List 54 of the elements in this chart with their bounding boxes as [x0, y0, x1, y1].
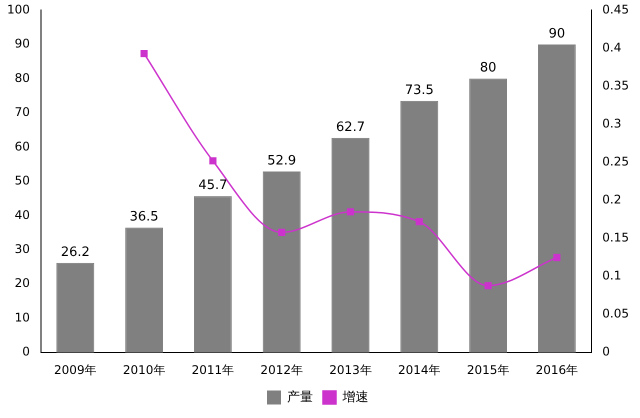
- x-tick-label: 2010年: [122, 362, 166, 377]
- y-tick-label: 30: [14, 242, 30, 256]
- data-label: 52.9: [267, 153, 296, 168]
- data-label: 90: [548, 26, 566, 42]
- y-tick-label: 70: [14, 105, 30, 120]
- legend-label: 产量: [287, 390, 313, 405]
- x-tick-label: 2014年: [398, 362, 441, 377]
- data-label: 26.2: [60, 244, 90, 260]
- bar: [469, 78, 508, 353]
- y-tick-label: 50: [14, 174, 30, 188]
- point: [346, 208, 354, 216]
- x-tick-label: 2015年: [466, 362, 510, 377]
- y-tick-label: 90: [14, 36, 30, 51]
- bar: [400, 100, 438, 353]
- y-tick-label: 40: [14, 208, 30, 222]
- bar: [125, 228, 164, 353]
- y2-tick-label: 0.1: [602, 268, 622, 283]
- x-tick-label: 2013年: [329, 362, 372, 377]
- y2-tick-label: 0.35: [602, 78, 629, 92]
- data-label: 36.5: [130, 210, 159, 224]
- y-tick-label: 60: [14, 139, 30, 154]
- y-tick-label: 80: [14, 70, 30, 85]
- y-tick-label: 20: [14, 276, 30, 290]
- x-tick-label: 2011年: [192, 362, 234, 377]
- bar: [538, 44, 576, 353]
- bar: [262, 171, 301, 353]
- data-label: 45.7: [198, 178, 228, 193]
- x-tick-label: 2016年: [536, 362, 578, 377]
- bar: [332, 138, 370, 353]
- y2-tick-label: 0.05: [602, 306, 629, 321]
- data-label: 62.7: [336, 120, 365, 135]
- y-tick-label: 0: [22, 344, 30, 359]
- x-tick-label: 2009年: [54, 362, 97, 377]
- point: [553, 254, 560, 262]
- bar: [56, 262, 94, 353]
- point: [209, 157, 216, 164]
- point: [140, 50, 148, 58]
- y2-tick-label: 0.4: [602, 40, 622, 54]
- data-label: 73.5: [404, 82, 434, 98]
- point: [484, 282, 492, 290]
- x-tick-label: 2012年: [260, 362, 303, 377]
- data-label: 80: [480, 60, 496, 76]
- y2-tick-label: 0.25: [602, 154, 629, 169]
- point: [278, 228, 286, 236]
- y2-tick-label: 0.15: [602, 230, 629, 245]
- y2-tick-label: 0.45: [602, 2, 629, 16]
- y2-tick-label: 0: [602, 344, 610, 359]
- point: [416, 218, 423, 226]
- y-tick-label: 10: [14, 310, 30, 324]
- bar: [194, 196, 232, 353]
- legend-label: 增速: [342, 390, 368, 405]
- y2-tick-label: 0.3: [602, 116, 622, 130]
- y2-tick-label: 0.2: [602, 192, 622, 207]
- y-tick-label: 100: [7, 2, 30, 16]
